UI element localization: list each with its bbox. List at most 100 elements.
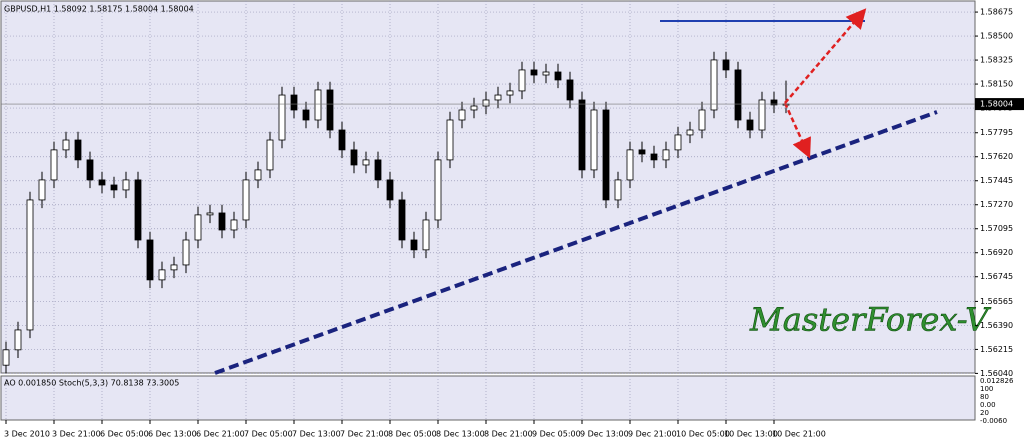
y-tick-label: 1.57445 (980, 176, 1013, 185)
candle-body (338, 129, 346, 151)
candle-body (158, 269, 166, 281)
y-tick-label: 1.57795 (980, 128, 1013, 137)
candle-body (446, 119, 454, 161)
candle-body (2, 349, 10, 366)
candle-body (98, 179, 106, 186)
candle-body (590, 109, 598, 171)
y-tick-label: 1.58675 (980, 8, 1013, 17)
sub-axis-label: -0.0060 (980, 417, 1007, 425)
candle-body (278, 94, 286, 141)
candle-body (134, 179, 142, 241)
candle-body (38, 179, 46, 201)
candle-body (410, 239, 418, 251)
candle-body (554, 71, 562, 81)
candle-body (170, 264, 178, 271)
y-tick-label: 1.58500 (980, 32, 1013, 41)
subwindow-title: AO 0.001850 Stoch(5,3,3) 70.8138 73.3005 (4, 379, 179, 388)
candle-body (146, 239, 154, 281)
candle-body (386, 179, 394, 201)
sub-axis-label: 80 (980, 393, 989, 401)
grid (1, 1, 975, 420)
candle-body (26, 199, 34, 331)
arrow-down (783, 102, 811, 159)
last-price-label: 1.58004 (980, 100, 1013, 109)
x-tick-label: 6 Dec 21:00 (196, 430, 245, 439)
candle-body (734, 69, 742, 121)
candle-body (662, 149, 670, 161)
trend-line (214, 110, 938, 375)
candle-body (602, 109, 610, 201)
candle-body (482, 99, 490, 107)
y-tick-label: 1.56565 (980, 297, 1013, 306)
arrow-up (784, 8, 867, 104)
candle-body (434, 159, 442, 221)
candle-body (254, 169, 262, 181)
y-tick-label: 1.56390 (980, 321, 1013, 330)
candle-body (110, 184, 118, 191)
candle-body (398, 199, 406, 241)
x-tick-label: 9 Dec 21:00 (628, 430, 677, 439)
chart-title: GBPUSD,H1 1.58092 1.58175 1.58004 1.5800… (4, 5, 194, 14)
sub-axis-label: 100 (980, 385, 993, 393)
candle-body (614, 179, 622, 201)
candle-body (566, 79, 574, 101)
y-tick-label: 1.56040 (980, 369, 1013, 378)
x-tick-label: 7 Dec 05:00 (244, 430, 293, 439)
candle-body (686, 129, 694, 136)
y-tick-label: 1.57270 (980, 200, 1013, 209)
candle-body (290, 94, 298, 111)
candle-body (506, 90, 514, 96)
candle-body (314, 89, 322, 121)
candle-body (218, 212, 226, 231)
x-tick-label: 3 Dec 2010 (4, 430, 50, 439)
sub-panel (0, 375, 976, 421)
candle-body (470, 105, 478, 111)
x-tick-label: 6 Dec 13:00 (148, 430, 197, 439)
candle-body (530, 69, 538, 76)
candle-body (626, 149, 634, 181)
main-panel (0, 0, 976, 374)
x-tick-label: 7 Dec 13:00 (292, 430, 341, 439)
candle-body (326, 89, 334, 131)
candle-body (242, 179, 250, 221)
y-tick-label: 1.58150 (980, 80, 1013, 89)
sub-axis-label: 0.012826 (980, 377, 1014, 385)
y-tick-label: 1.56745 (980, 272, 1013, 281)
last-price-box (975, 98, 1024, 111)
candle-body (362, 159, 370, 166)
x-tick-label: 6 Dec 05:00 (100, 430, 149, 439)
candle-body (422, 219, 430, 251)
candle-body (698, 109, 706, 131)
x-tick-label: 9 Dec 05:00 (532, 430, 581, 439)
sub-axis-label: 20 (980, 409, 989, 417)
candle-body (722, 59, 730, 71)
candle-body (758, 99, 766, 131)
candle-body (194, 214, 202, 241)
x-tick-label: 7 Dec 21:00 (340, 430, 389, 439)
candle-body (350, 149, 358, 166)
candle-body (266, 139, 274, 171)
candle-body (14, 329, 22, 351)
x-tick-label: 10 Dec 13:00 (724, 430, 778, 439)
y-tick-label: 1.57095 (980, 224, 1013, 233)
candle-body (302, 109, 310, 121)
candle-body (122, 179, 130, 191)
candle-body (770, 99, 778, 106)
candle-body (650, 153, 658, 161)
x-tick-label: 9 Dec 13:00 (580, 430, 629, 439)
x-tick-label: 8 Dec 21:00 (484, 430, 533, 439)
candle-body (458, 109, 466, 121)
candle-body (182, 239, 190, 266)
candle-body (710, 59, 718, 111)
candle-body (86, 159, 94, 181)
candle-body (518, 69, 526, 92)
y-tick-label: 1.57620 (980, 152, 1013, 161)
candle-body (50, 149, 58, 181)
candle-body (206, 212, 214, 216)
candle-body (74, 139, 82, 161)
x-tick-label: 3 Dec 21:00 (52, 430, 101, 439)
x-tick-label: 8 Dec 05:00 (388, 430, 437, 439)
y-tick-label: 1.56920 (980, 248, 1013, 257)
